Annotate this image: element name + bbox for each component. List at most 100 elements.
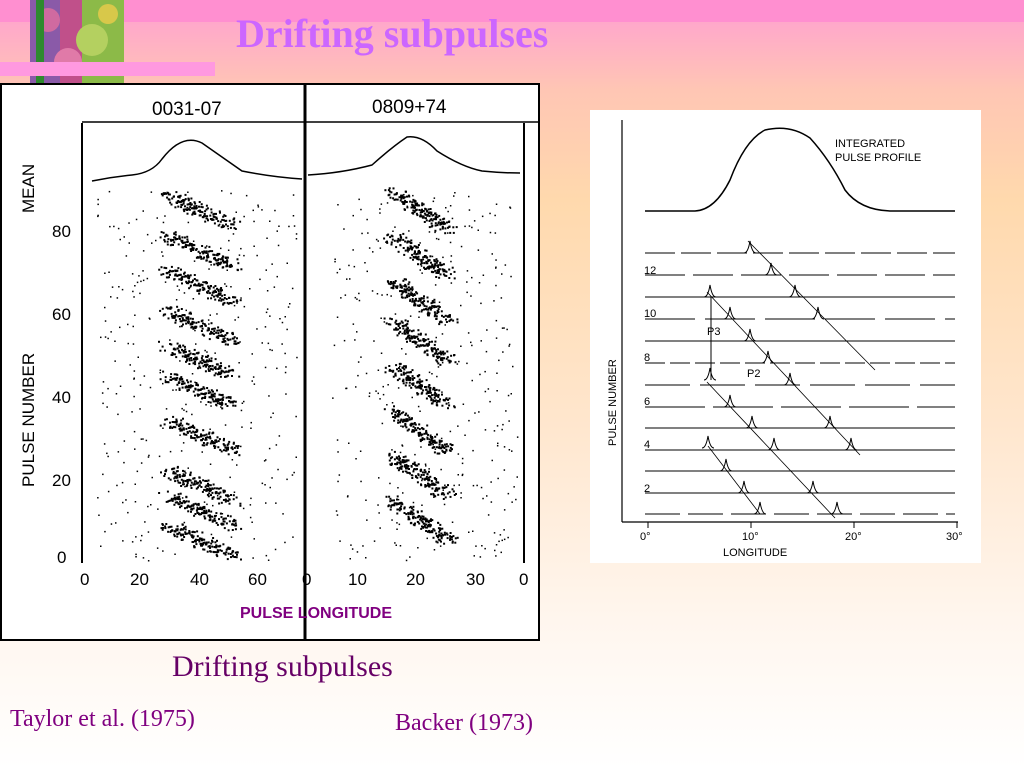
- drift-dot: [225, 494, 227, 497]
- drift-dot: [192, 477, 195, 480]
- noise-dot: [457, 474, 459, 476]
- drift-dot: [192, 362, 195, 365]
- drift-dot: [209, 396, 212, 399]
- drift-dot: [408, 336, 411, 339]
- noise-dot: [440, 468, 442, 471]
- drift-dot: [401, 194, 404, 197]
- drift-dot: [404, 296, 407, 299]
- drift-dot: [224, 257, 227, 259]
- noise-dot: [412, 501, 415, 504]
- drift-dot: [428, 387, 431, 390]
- noise-dot: [508, 420, 510, 422]
- drift-dot: [187, 355, 190, 358]
- drift-dot: [198, 201, 201, 203]
- drift-dot: [213, 551, 215, 554]
- drift-dot: [403, 512, 406, 514]
- drift-dot: [184, 205, 186, 208]
- drift-dot: [225, 551, 228, 554]
- drift-dot: [436, 400, 439, 403]
- drift-dot: [426, 210, 429, 213]
- drift-dot: [443, 274, 446, 277]
- drift-dot: [396, 286, 399, 289]
- drift-dot: [445, 532, 448, 535]
- noise-dot: [195, 343, 197, 345]
- drift-dot: [435, 446, 438, 449]
- drift-dot: [417, 338, 420, 340]
- drift-dot: [190, 481, 193, 484]
- drift-dot: [208, 327, 210, 330]
- noise-dot: [118, 286, 120, 288]
- p3-label: P3: [707, 326, 720, 338]
- drift-dot: [409, 287, 412, 290]
- noise-dot: [279, 318, 281, 320]
- drift-dot: [186, 238, 189, 241]
- drift-dot: [218, 210, 221, 213]
- drift-dot: [189, 471, 192, 474]
- drift-dot: [231, 523, 234, 526]
- drift-dot: [236, 447, 239, 449]
- noise-dot: [338, 474, 341, 476]
- drift-dot: [419, 344, 422, 347]
- drift-dot: [197, 436, 200, 439]
- drift-dot: [205, 251, 208, 254]
- drift-dot: [158, 340, 160, 343]
- noise-dot: [410, 291, 412, 293]
- drift-dot: [177, 502, 180, 505]
- drift-dot: [200, 537, 203, 540]
- drift-dot: [214, 398, 217, 401]
- drift-dot: [171, 529, 174, 532]
- drift-dot: [223, 335, 226, 338]
- drift-dot: [413, 462, 416, 465]
- drift-dot: [186, 206, 189, 209]
- drift-dot: [432, 355, 435, 358]
- noise-dot: [107, 337, 109, 340]
- drift-dot: [431, 301, 434, 304]
- drift-dot: [410, 507, 413, 510]
- drift-dot: [390, 241, 393, 244]
- drift-dot: [191, 534, 194, 537]
- noise-dot: [249, 516, 252, 519]
- noise-dot: [236, 464, 238, 466]
- left-figure: 0031-07 0809+74 MEAN PULSE NUMBER 80 60 …: [0, 83, 540, 645]
- noise-dot: [508, 449, 511, 451]
- drift-dot: [428, 478, 431, 481]
- drift-dot: [204, 210, 207, 213]
- drift-dot: [176, 305, 179, 308]
- drift-dot: [437, 394, 440, 397]
- noise-dot: [123, 461, 125, 464]
- drift-dot: [231, 375, 233, 377]
- drift-dot: [186, 212, 189, 215]
- drift-dot: [188, 353, 191, 356]
- noise-dot: [272, 412, 274, 414]
- y-tick-20: 20: [52, 471, 71, 490]
- drift-dot: [215, 553, 218, 556]
- drift-dot: [400, 286, 403, 289]
- drift-dot: [181, 386, 184, 389]
- drift-dot: [203, 364, 206, 366]
- drift-dot: [425, 397, 428, 400]
- drift-dot: [226, 225, 229, 228]
- noise-dot: [495, 266, 497, 268]
- drift-dot: [217, 220, 220, 223]
- drift-dot: [422, 428, 425, 431]
- drift-dot: [159, 236, 162, 239]
- drift-dot: [165, 306, 168, 309]
- noise-dot: [169, 339, 171, 341]
- drift-dot: [425, 305, 428, 308]
- noise-dot: [511, 501, 513, 503]
- noise-dot: [403, 193, 405, 196]
- drift-dot: [430, 518, 432, 521]
- drift-dot: [412, 515, 415, 518]
- drift-dot: [198, 362, 201, 365]
- drift-dot: [182, 427, 185, 430]
- noise-dot: [229, 264, 231, 267]
- drift-dot: [173, 421, 176, 424]
- drift-dot: [198, 292, 201, 295]
- drift-dot: [399, 244, 402, 247]
- drift-dot: [222, 370, 225, 373]
- drift-dot: [232, 300, 235, 303]
- noise-dot: [386, 404, 388, 406]
- noise-dot: [456, 363, 459, 365]
- drift-dot: [196, 430, 199, 433]
- drift-dot: [201, 387, 204, 390]
